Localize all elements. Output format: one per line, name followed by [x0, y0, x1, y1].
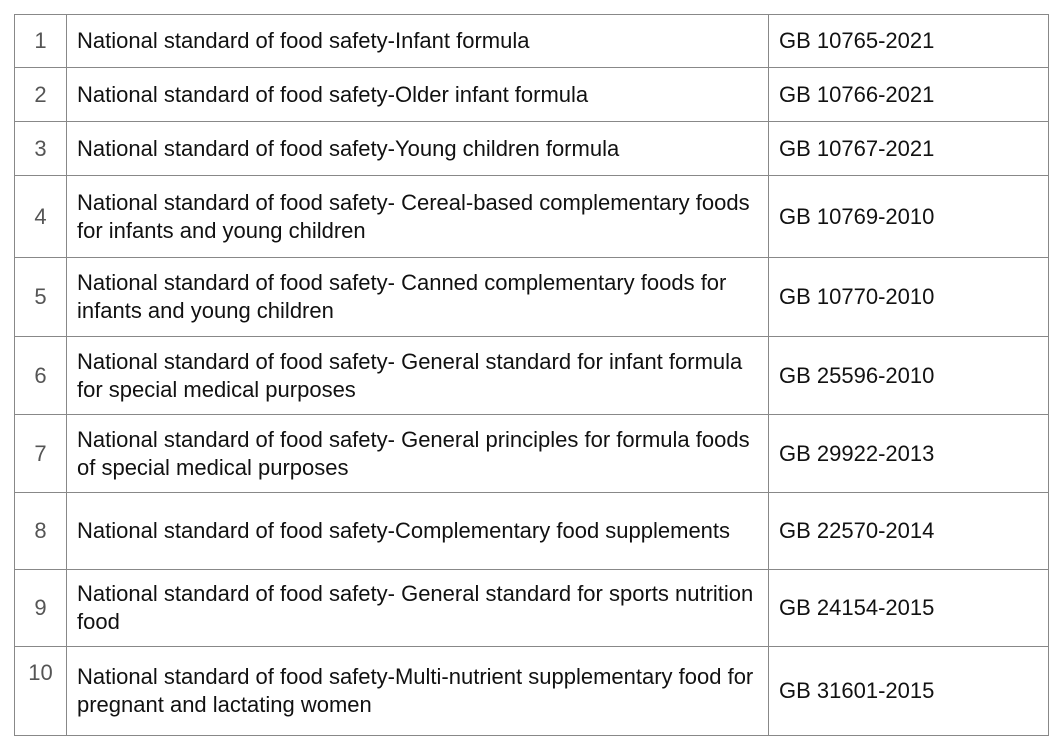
table-row: 5 National standard of food safety- Canne…	[14, 257, 1049, 337]
standard-code: GB 24154-2015	[768, 569, 1049, 647]
row-number: 10	[14, 646, 67, 736]
table-row: 1 National standard of food safety-Infant…	[14, 14, 1049, 68]
standard-name: National standard of food safety-Older i…	[66, 67, 769, 122]
row-number: 5	[14, 257, 67, 337]
standard-name: National standard of food safety- Genera…	[66, 414, 769, 493]
standard-code: GB 31601-2015	[768, 646, 1049, 736]
standard-name: National standard of food safety-Complem…	[66, 492, 769, 570]
standard-name: National standard of food safety-Young c…	[66, 121, 769, 176]
table-row: 6 National standard of food safety- Gener…	[14, 336, 1049, 415]
table-row: 7 National standard of food safety- Gener…	[14, 414, 1049, 493]
standard-name: National standard of food safety- Canned…	[66, 257, 769, 337]
table-row: 10 National standard of food safety-Multi…	[14, 646, 1049, 736]
standard-code: GB 10766-2021	[768, 67, 1049, 122]
row-number: 8	[14, 492, 67, 570]
standard-code: GB 25596-2010	[768, 336, 1049, 415]
table-row: 4 National standard of food safety- Cerea…	[14, 175, 1049, 258]
row-number: 2	[14, 67, 67, 122]
table-row: 2 National standard of food safety-Older …	[14, 67, 1049, 122]
row-number: 6	[14, 336, 67, 415]
table-row: 9 National standard of food safety- Gener…	[14, 569, 1049, 647]
standard-name: National standard of food safety- Cereal…	[66, 175, 769, 258]
standards-table: 1 National standard of food safety-Infant…	[14, 14, 1049, 736]
standard-code: GB 10767-2021	[768, 121, 1049, 176]
table-row: 8 National standard of food safety-Comple…	[14, 492, 1049, 570]
standard-code: GB 10770-2010	[768, 257, 1049, 337]
standard-code: GB 10769-2010	[768, 175, 1049, 258]
standard-name: National standard of food safety-Multi-n…	[66, 646, 769, 736]
standard-code: GB 29922-2013	[768, 414, 1049, 493]
row-number: 3	[14, 121, 67, 176]
standard-code: GB 22570-2014	[768, 492, 1049, 570]
standard-name: National standard of food safety- Genera…	[66, 569, 769, 647]
table-row: 3 National standard of food safety-Young …	[14, 121, 1049, 176]
standard-code: GB 10765-2021	[768, 14, 1049, 68]
row-number: 9	[14, 569, 67, 647]
row-number: 7	[14, 414, 67, 493]
row-number: 1	[14, 14, 67, 68]
standard-name: National standard of food safety-Infant …	[66, 14, 769, 68]
standard-name: National standard of food safety- Genera…	[66, 336, 769, 415]
row-number: 4	[14, 175, 67, 258]
